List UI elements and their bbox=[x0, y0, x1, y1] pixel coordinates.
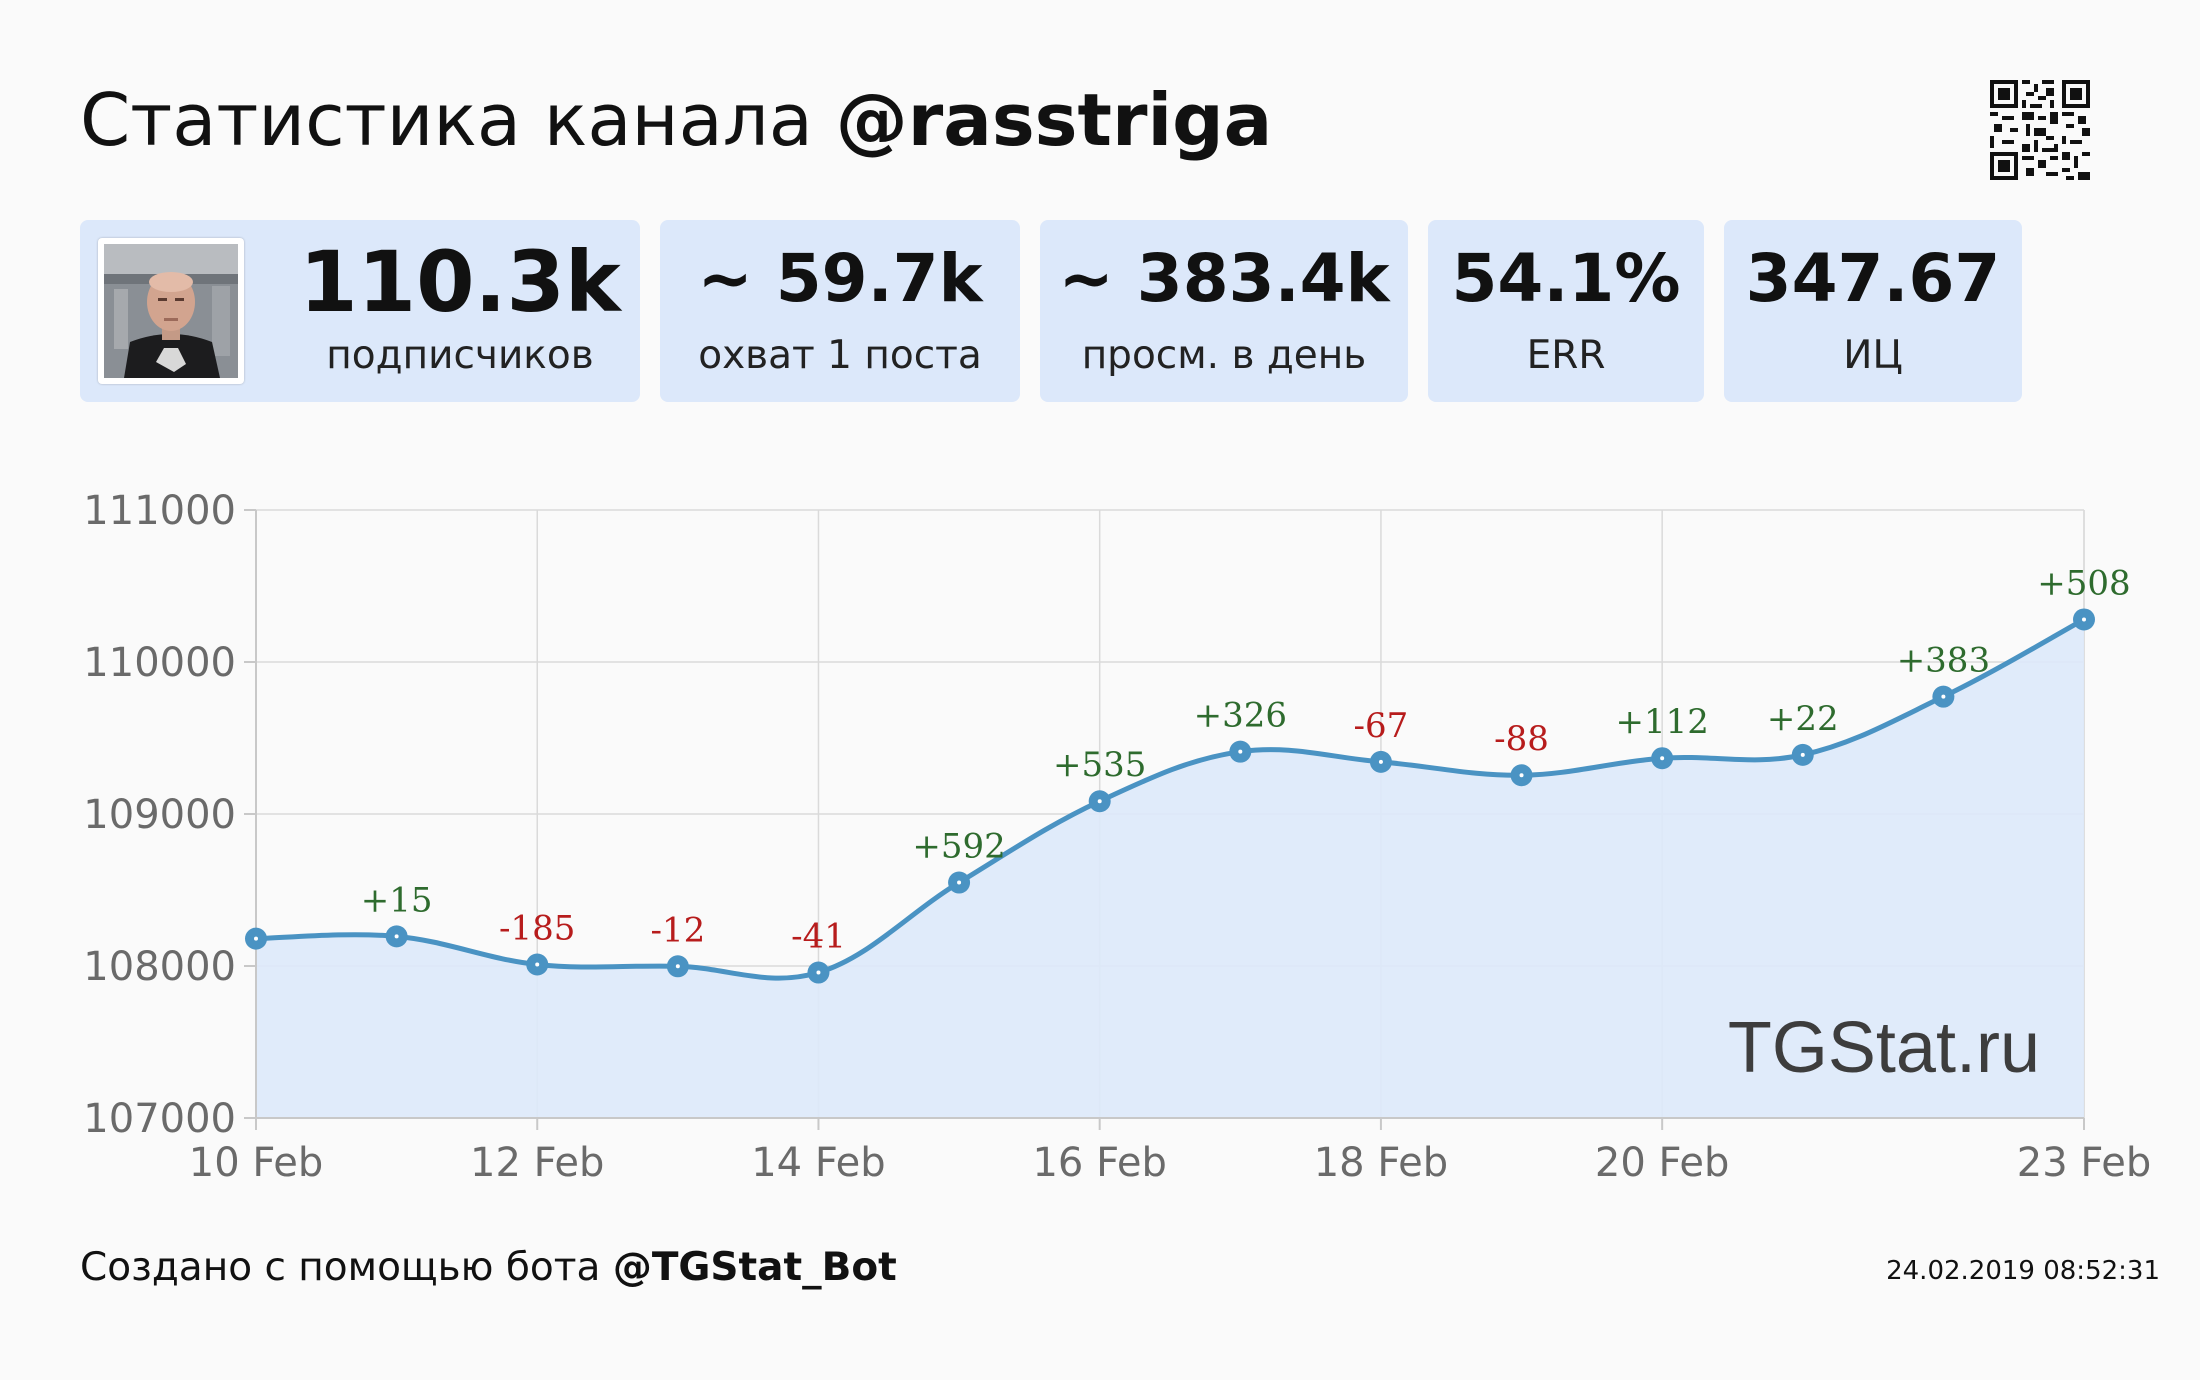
stat-card-reach: ~ 59.7k охват 1 поста bbox=[660, 220, 1020, 402]
footer-prefix: Создано с помощью бота bbox=[80, 1245, 601, 1290]
x-tick-label: 23 Feb bbox=[2017, 1140, 2151, 1186]
daily-views-value: ~ 383.4k bbox=[1058, 240, 1390, 317]
y-tick-label: 110000 bbox=[83, 640, 236, 686]
data-point-center bbox=[816, 970, 821, 975]
chart-point-labels: +15 -185 -12 -41 +592 +535 +326 -67 -88 +112 +22 +3… bbox=[361, 563, 2131, 956]
data-point-center bbox=[1097, 799, 1102, 804]
channel-name: @rasstriga bbox=[835, 78, 1273, 162]
tgstat-watermark: TGStat.ru bbox=[1728, 1008, 2040, 1088]
x-tick-label: 18 Feb bbox=[1314, 1140, 1448, 1186]
x-tick-label: 12 Feb bbox=[470, 1140, 604, 1186]
point-change-label: -67 bbox=[1354, 706, 1409, 746]
data-point-center bbox=[1800, 752, 1805, 757]
point-change-label: -185 bbox=[499, 908, 575, 948]
data-point-center bbox=[1941, 694, 1946, 699]
citation-index-value: 347.67 bbox=[1745, 240, 2001, 317]
point-change-label: +592 bbox=[912, 827, 1005, 867]
data-point-center bbox=[1378, 759, 1383, 764]
y-tick-label: 107000 bbox=[83, 1096, 236, 1142]
reach-label: охват 1 поста bbox=[698, 333, 982, 378]
footer-credit: Создано с помощью бота @TGStat_Bot bbox=[80, 1248, 897, 1287]
data-point-center bbox=[957, 880, 962, 885]
stat-card-citation-index: 347.67 ИЦ bbox=[1724, 220, 2022, 402]
point-change-label: -88 bbox=[1494, 719, 1549, 759]
point-change-label: +22 bbox=[1767, 699, 1839, 739]
timestamp: 24.02.2019 08:52:31 bbox=[1886, 1256, 2160, 1286]
reach-value: ~ 59.7k bbox=[697, 240, 983, 317]
point-change-label: +112 bbox=[1615, 702, 1708, 742]
stat-card-err: 54.1% ERR bbox=[1428, 220, 1704, 402]
citation-index-label: ИЦ bbox=[1843, 333, 1903, 378]
point-change-label: +326 bbox=[1194, 696, 1287, 736]
x-tick-label: 14 Feb bbox=[751, 1140, 885, 1186]
err-value: 54.1% bbox=[1451, 240, 1681, 317]
x-tick-label: 20 Feb bbox=[1595, 1140, 1729, 1186]
page-title: Статистика канала @rasstriga bbox=[80, 84, 1272, 156]
channel-avatar bbox=[98, 238, 244, 384]
y-tick-label: 109000 bbox=[83, 792, 236, 838]
x-tick-label: 16 Feb bbox=[1032, 1140, 1166, 1186]
y-tick-label: 111000 bbox=[83, 488, 236, 534]
chart-axes bbox=[244, 509, 2085, 1130]
data-point-center bbox=[394, 934, 399, 939]
daily-views-label: просм. в день bbox=[1081, 333, 1367, 378]
data-point-center bbox=[535, 962, 540, 967]
bot-link[interactable]: @TGStat_Bot bbox=[612, 1245, 897, 1290]
point-change-label: -12 bbox=[650, 910, 705, 950]
data-point-center bbox=[675, 964, 680, 969]
stat-card-daily-views: ~ 383.4k просм. в день bbox=[1040, 220, 1408, 402]
data-point-center bbox=[1238, 749, 1243, 754]
point-change-label: +535 bbox=[1053, 745, 1146, 785]
data-point-center bbox=[1660, 756, 1665, 761]
data-point-center bbox=[254, 936, 258, 941]
subscribers-label: подписчиков bbox=[326, 333, 594, 378]
err-label: ERR bbox=[1526, 333, 1606, 378]
subscribers-chart: TGStat.ru +15 -185 -12 -41 +592 +535 +326 -67 -8… bbox=[83, 488, 2151, 1186]
subscribers-value: 110.3k bbox=[299, 233, 621, 331]
chart-points bbox=[245, 608, 2095, 984]
point-change-label: +15 bbox=[361, 880, 433, 920]
point-change-label: +508 bbox=[2037, 563, 2130, 603]
stat-card-subscribers: 110.3k подписчиков bbox=[80, 220, 640, 402]
data-point-center bbox=[1519, 773, 1524, 778]
y-tick-label: 108000 bbox=[83, 944, 236, 990]
qr-code-icon bbox=[1990, 80, 2090, 180]
point-change-label: +383 bbox=[1897, 641, 1990, 681]
data-point-center bbox=[2082, 617, 2086, 622]
point-change-label: -41 bbox=[791, 917, 846, 957]
chart-area-fill bbox=[256, 619, 2084, 1118]
x-tick-label: 10 Feb bbox=[189, 1140, 323, 1186]
title-prefix: Статистика канала bbox=[80, 78, 813, 162]
